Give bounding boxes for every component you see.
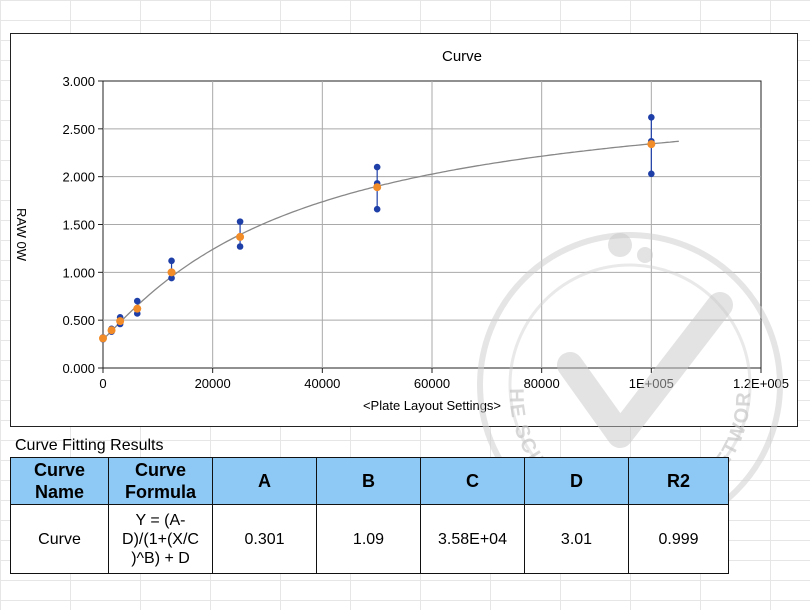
replicate-point bbox=[648, 170, 655, 178]
mean-point bbox=[647, 140, 656, 149]
header-curve-name: Curve Name bbox=[10, 457, 109, 505]
x-tick-label: 20000 bbox=[195, 376, 231, 391]
replicate-point bbox=[168, 274, 175, 282]
cell-c: 3.58E+04 bbox=[420, 504, 525, 574]
header-b: B bbox=[316, 457, 421, 505]
y-axis-label: RAW 0W bbox=[14, 208, 29, 262]
replicate-point bbox=[373, 163, 381, 171]
header-r2: R2 bbox=[628, 457, 729, 505]
y-tick-label: 1.500 bbox=[62, 218, 95, 233]
x-tick-label: 1.2E+005 bbox=[733, 376, 789, 391]
mean-point bbox=[116, 317, 125, 326]
mean-point bbox=[107, 326, 116, 335]
fit-curve-line bbox=[102, 140, 679, 340]
cell-d: 3.01 bbox=[524, 504, 629, 574]
cell-curve-name: Curve bbox=[10, 504, 109, 574]
replicate-point bbox=[133, 297, 141, 305]
y-tick-label: 1.000 bbox=[62, 265, 95, 280]
cell-curve-formula: Y = (A- D)/(1+(X/C )^B) + D bbox=[108, 504, 213, 574]
y-tick-label: 0.000 bbox=[62, 361, 95, 376]
results-row: Curve Y = (A- D)/(1+(X/C )^B) + D 0.301 … bbox=[10, 504, 729, 574]
results-header-row: Curve Name Curve Formula A B C D R2 bbox=[10, 457, 729, 505]
replicate-point bbox=[648, 114, 655, 121]
replicate-point bbox=[236, 218, 244, 225]
mean-point bbox=[167, 268, 176, 277]
results-title: Curve Fitting Results bbox=[15, 437, 164, 454]
cell-b: 1.09 bbox=[316, 504, 421, 574]
curve-chart: 0 20000 40000 60000 80000 1E+005 1.2E+005 0.000… bbox=[14, 48, 789, 413]
chart-title: Curve bbox=[442, 48, 482, 65]
replicate-point bbox=[236, 243, 244, 250]
header-c: C bbox=[420, 457, 525, 505]
y-tick-label: 2.000 bbox=[62, 170, 95, 185]
chart-frame: 0 20000 40000 60000 80000 1E+005 1.2E+005 0.000… bbox=[10, 33, 798, 427]
header-a: A bbox=[212, 457, 317, 505]
x-tick-label: 60000 bbox=[414, 376, 450, 391]
x-axis-label: <Plate Layout Settings> bbox=[363, 398, 501, 413]
header-curve-formula: Curve Formula bbox=[108, 457, 213, 505]
y-tick-label: 2.500 bbox=[62, 122, 95, 137]
mean-point bbox=[133, 304, 142, 313]
x-tick-label: 80000 bbox=[524, 376, 560, 391]
x-tick-label: 0 bbox=[99, 376, 106, 391]
results-table: Curve Name Curve Formula A B C D R2 Curv… bbox=[10, 457, 729, 574]
header-d: D bbox=[524, 457, 629, 505]
mean-point bbox=[236, 232, 245, 241]
replicate-point bbox=[168, 257, 175, 265]
x-tick-label: 40000 bbox=[304, 376, 340, 391]
y-tick-label: 0.500 bbox=[62, 313, 95, 328]
x-tick-label: 1E+005 bbox=[629, 376, 674, 391]
cell-r2: 0.999 bbox=[628, 504, 729, 574]
mean-point bbox=[99, 334, 107, 343]
cell-a: 0.301 bbox=[212, 504, 317, 574]
mean-point bbox=[373, 183, 382, 192]
y-tick-label: 3.000 bbox=[62, 74, 95, 89]
replicate-point bbox=[373, 205, 381, 213]
